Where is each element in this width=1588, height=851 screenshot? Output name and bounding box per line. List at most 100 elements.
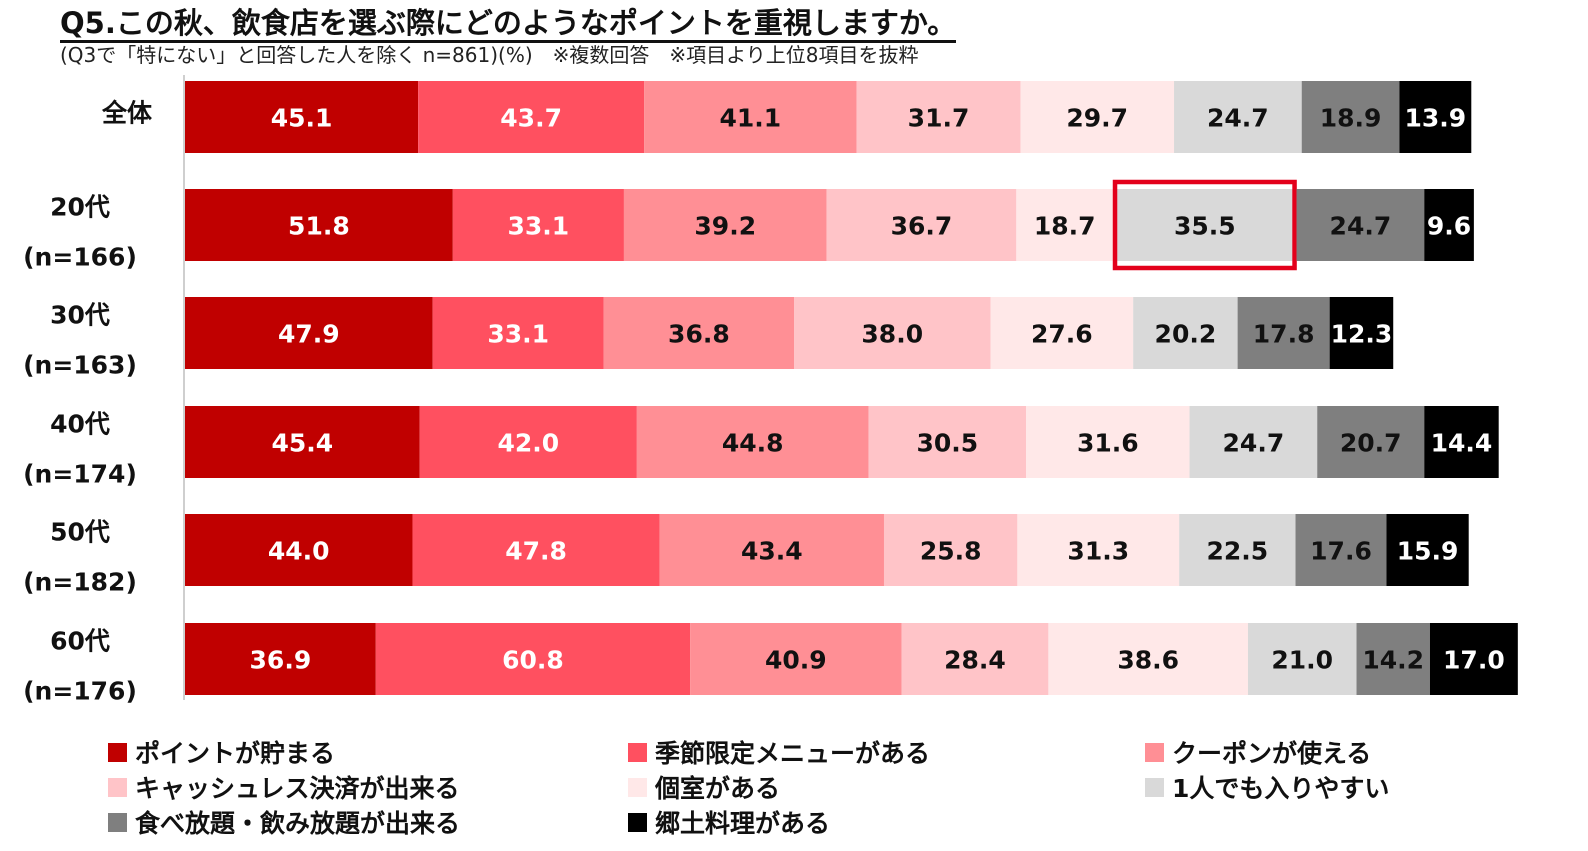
category-label: 40代 [50,410,110,439]
bar-segment [432,297,604,369]
bar-segment [1295,514,1387,586]
bar-segment [185,297,433,369]
legend-swatch [1145,742,1164,762]
data-label: 14.4 [1431,429,1493,458]
data-label: 30.5 [916,429,978,458]
bar-segment [636,406,869,478]
bar-segment [1189,406,1318,478]
bar-segment [659,514,884,586]
data-label: 45.4 [272,429,334,458]
bar-segment [901,623,1049,695]
legend-item-private-room: 個室がある [628,769,780,805]
category-label: 30代 [50,301,110,330]
category-label: 全体 [101,99,153,128]
data-label: 36.8 [668,320,730,349]
bar-segment [990,297,1134,369]
bar-segment [1329,297,1394,369]
data-label: 33.1 [508,212,570,241]
data-label: 27.6 [1031,320,1093,349]
category-sample-size: (n=174) [23,460,137,489]
legend-swatch [108,812,127,832]
bar-segment [1133,297,1238,369]
legend-label: ポイントが貯まる [135,739,336,768]
data-label: 31.7 [908,104,970,133]
data-label: 17.8 [1253,320,1315,349]
data-label: 24.7 [1207,104,1269,133]
bar-segment [185,189,453,261]
bar-segment [1179,514,1296,586]
highlight-box [1112,179,1297,271]
data-label: 35.5 [1174,212,1236,241]
data-label: 36.7 [891,212,953,241]
bar-segment [1317,406,1425,478]
bar-segment [883,514,1018,586]
legend-label: 個室がある [655,774,781,803]
legend-swatch [628,777,647,797]
bar-segment [794,297,991,369]
bar-segment [1424,189,1474,261]
bar-segment [1017,514,1180,586]
bar-segment [185,623,376,695]
bar-segment [1386,514,1469,586]
data-label: 33.1 [487,320,549,349]
data-label: 47.8 [505,537,567,566]
data-label: 9.6 [1427,212,1471,241]
bar-segment [623,189,827,261]
data-label: 44.0 [268,537,330,566]
data-label: 24.7 [1223,429,1285,458]
bar-segment [1113,189,1297,261]
legend-swatch [1145,777,1164,797]
legend-item-points: ポイントが貯まる [108,734,335,770]
legend-label: キャッシュレス決済が出来る [135,774,460,803]
data-label: 38.0 [861,320,923,349]
data-label: 31.3 [1067,537,1129,566]
bar-segment [644,81,857,153]
data-label: 15.9 [1397,537,1459,566]
data-label: 24.7 [1330,212,1392,241]
category-sample-size: (n=176) [23,677,137,706]
bar-segment [868,406,1027,478]
bar-segment [1399,81,1472,153]
data-label: 12.3 [1331,320,1393,349]
legend-swatch [108,777,127,797]
data-label: 44.8 [722,429,784,458]
data-label: 36.9 [250,646,312,675]
legend-item-coupon: クーポンが使える [1145,734,1371,770]
legend-label: 季節限定メニューがある [655,739,931,768]
bar-segment [1020,81,1175,153]
data-label: 18.7 [1034,212,1096,241]
chart-title: Q5.この秋、飲食店を選ぶ際にどのようなポイントを重視しますか。 [60,6,957,43]
legend-swatch [628,812,647,832]
bar-segment [419,406,637,478]
category-label: 20代 [50,193,110,222]
data-label: 47.9 [278,320,340,349]
data-label: 40.9 [765,646,827,675]
bar-segment [1429,623,1518,695]
data-label: 51.8 [288,212,350,241]
data-label: 17.6 [1310,537,1372,566]
legend-label: 1人でも入りやすい [1172,774,1390,803]
legend-swatch [108,742,127,762]
bar-segment [826,189,1017,261]
legend-item-cashless: キャッシュレス決済が出来る [108,769,460,805]
bar-segment [185,81,419,153]
bar-segment [185,514,413,586]
legend-item-all-you-can-eat: 食べ放題・飲み放題が出来る [108,804,460,840]
bar-segment [412,514,660,586]
bar-segment [418,81,645,153]
bar-segment [856,81,1021,153]
data-label: 43.7 [500,104,562,133]
data-label: 39.2 [694,212,756,241]
bar-segment [690,623,902,695]
data-label: 18.9 [1320,104,1382,133]
data-label: 29.7 [1066,104,1128,133]
category-sample-size: (n=163) [23,351,137,380]
data-label: 28.4 [944,646,1006,675]
data-label: 43.4 [741,537,803,566]
data-label: 31.6 [1077,429,1139,458]
data-label: 21.0 [1271,646,1333,675]
data-label: 41.1 [719,104,781,133]
bar-segment [603,297,795,369]
data-label: 20.7 [1340,429,1402,458]
